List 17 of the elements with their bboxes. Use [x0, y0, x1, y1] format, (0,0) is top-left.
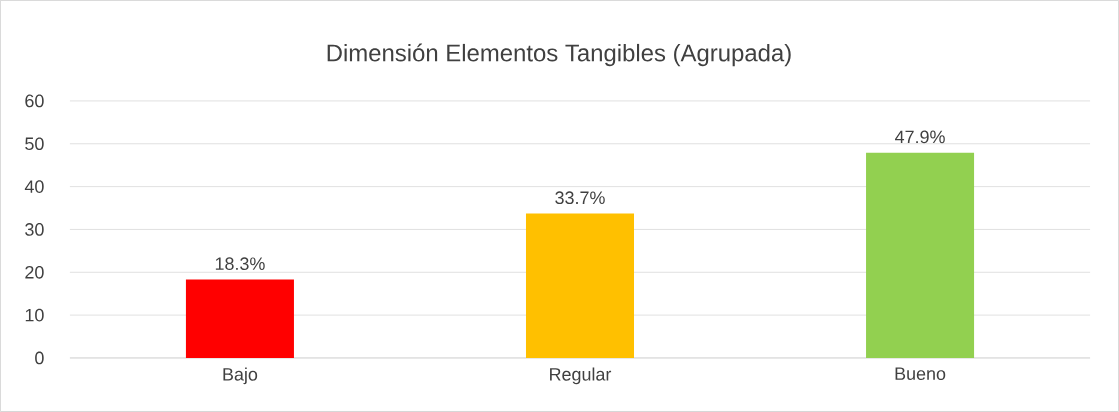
chart-title: Dimensión Elementos Tangibles (Agrupada) [327, 43, 791, 67]
bar [866, 152, 975, 359]
data-label: 33.7% [555, 191, 605, 205]
x-tick-label: Regular [550, 367, 612, 385]
y-tick-label: 30 [25, 223, 44, 236]
bar [185, 279, 294, 359]
y-tick-label: 50 [25, 137, 44, 151]
y-tick-label: 20 [25, 265, 44, 279]
y-tick-label: 10 [25, 308, 44, 322]
bar [525, 213, 635, 359]
y-tick-label: 40 [24, 180, 44, 194]
x-tick-label: Bajo [223, 367, 258, 385]
y-tick-label: 0 [35, 351, 44, 365]
data-label: 47.9% [895, 130, 945, 144]
x-tick-label: Bueno [895, 367, 946, 381]
y-tick-label: 60 [25, 94, 44, 108]
data-label: 18.3% [215, 257, 265, 271]
